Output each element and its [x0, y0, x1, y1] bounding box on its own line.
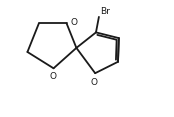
Text: Br: Br — [100, 7, 110, 16]
Text: O: O — [70, 18, 77, 27]
Text: O: O — [91, 78, 98, 87]
Text: O: O — [49, 72, 56, 81]
